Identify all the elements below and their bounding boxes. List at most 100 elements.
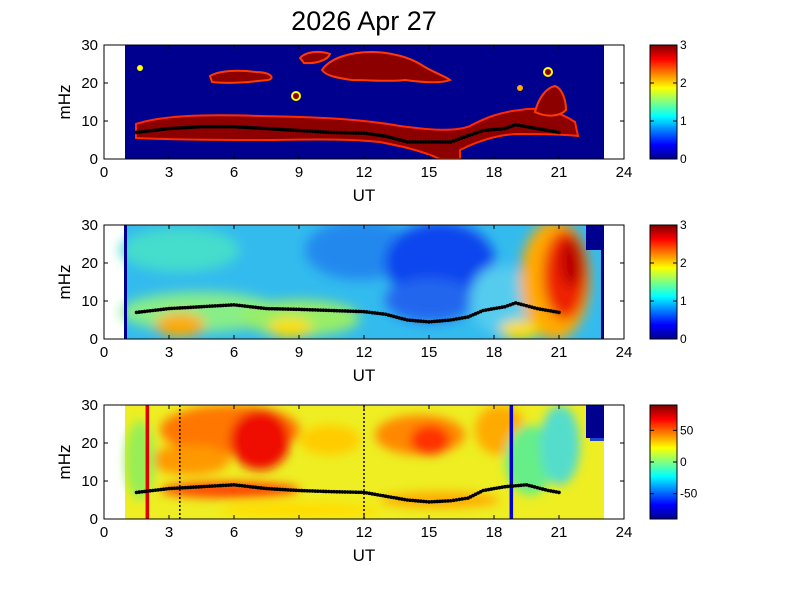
trace-point (175, 486, 179, 490)
trace-point (264, 126, 269, 131)
trace-point (316, 308, 320, 312)
trace-point (543, 308, 548, 312)
trace-point (148, 489, 152, 493)
trace-point (267, 126, 272, 131)
trace-point (199, 304, 204, 309)
trace-point (364, 310, 369, 314)
trace-point (362, 131, 366, 135)
panel-2-colorbar: 0 1 2 3 (649, 218, 687, 346)
trace-point (521, 124, 526, 129)
trace-point (454, 138, 458, 142)
trace-point (451, 139, 456, 143)
trace-point (261, 126, 266, 131)
trace-point (218, 303, 223, 308)
trace-point (329, 308, 334, 313)
trace-point (421, 499, 426, 504)
trace-point (280, 487, 285, 492)
trace-point (134, 490, 139, 495)
trace-point (408, 318, 412, 323)
panel-1-colorbar-ticks: 0 1 2 3 (650, 38, 687, 166)
trace-point (313, 308, 318, 312)
trace-point (470, 132, 475, 137)
trace-point (419, 140, 423, 144)
trace-point (397, 316, 402, 320)
trace-point (373, 311, 377, 315)
trace-point (530, 305, 534, 309)
trace-point (256, 485, 261, 490)
trace-point (175, 306, 179, 310)
trace-point (448, 318, 453, 322)
trace-point (321, 308, 326, 313)
trace-point (538, 486, 542, 491)
trace-point (324, 489, 328, 494)
x-tick-label: 3 (165, 164, 173, 181)
trace-point (391, 136, 396, 141)
trace-point (294, 307, 299, 312)
trace-point (463, 315, 467, 320)
colorbar-tick-label: 0 (680, 152, 687, 166)
trace-point (381, 493, 385, 498)
trace-point (378, 133, 383, 138)
trace-point (245, 304, 250, 309)
trace-point (370, 132, 374, 137)
trace-point (554, 130, 559, 134)
trace-point (313, 489, 318, 493)
trace-point (145, 129, 150, 133)
x-tick-label: 6 (230, 344, 238, 361)
trace-point (394, 315, 399, 319)
x-tick-label: 21 (551, 164, 568, 181)
trace-point (440, 499, 445, 503)
trace-point (199, 484, 204, 489)
panel-3: 0 3 6 9 12 15 18 21 24 0 10 20 30 UT mHz 50 0 -50 (55, 397, 698, 565)
panel-1-trace (134, 123, 561, 144)
trace-point (175, 126, 179, 130)
trace-point (264, 306, 269, 311)
panel-3-heatmap (125, 405, 604, 519)
trace-point (394, 496, 399, 500)
trace-point (167, 486, 171, 491)
trace-point (527, 125, 532, 129)
trace-point (169, 126, 174, 131)
trace-point (294, 128, 299, 133)
trace-point (345, 490, 350, 494)
trace-point (394, 137, 399, 141)
trace-point (145, 309, 150, 313)
trace-point (460, 316, 465, 320)
trace-point (256, 126, 261, 130)
trace-point (421, 140, 426, 144)
trace-point (283, 307, 288, 311)
trace-point (169, 486, 174, 491)
trace-point (286, 488, 290, 492)
trace-point (150, 128, 155, 133)
colorbar-tick-label: 2 (680, 256, 687, 270)
x-tick-label: 15 (421, 344, 438, 361)
trace-point (316, 489, 320, 493)
trace-point (421, 319, 426, 324)
trace-point (508, 484, 513, 489)
trace-point (497, 127, 502, 131)
trace-point (364, 131, 369, 136)
x-tick-label: 18 (486, 524, 503, 541)
trace-point (538, 127, 542, 131)
panel-1-blob-top (320, 50, 452, 84)
trace-point (191, 125, 196, 129)
trace-point (440, 140, 445, 144)
trace-point (343, 490, 347, 494)
trace-point (454, 498, 459, 502)
trace-point (210, 484, 215, 488)
trace-point (156, 308, 160, 312)
trace-point (527, 483, 532, 488)
trace-point (251, 126, 255, 130)
trace-point (381, 312, 385, 316)
trace-point (178, 306, 182, 310)
trace-point (375, 492, 380, 497)
trace-point (340, 490, 345, 494)
y-tick-label: 10 (81, 113, 98, 130)
trace-point (549, 129, 553, 133)
trace-point (297, 307, 301, 312)
trace-point (364, 491, 369, 495)
x-tick-label: 6 (230, 164, 238, 181)
trace-point (362, 490, 366, 495)
